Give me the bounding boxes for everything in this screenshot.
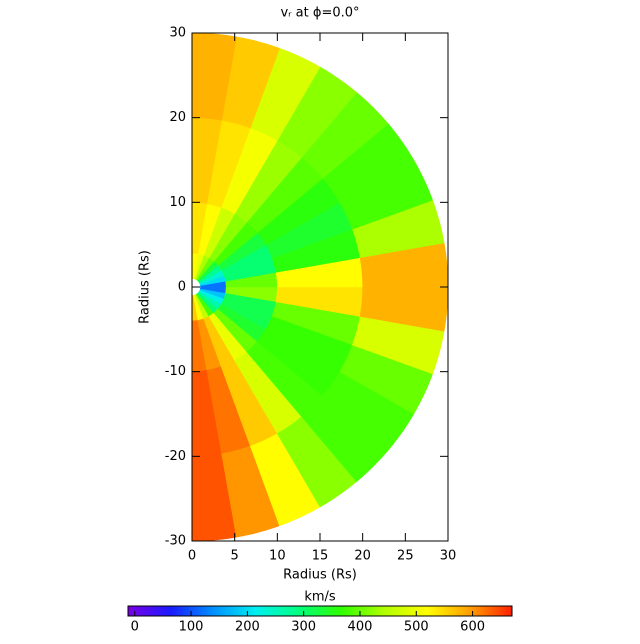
colorbar xyxy=(127,605,513,617)
colorbar-tick-label: 0 xyxy=(131,620,139,635)
x-tick-label: 20 xyxy=(354,549,371,564)
y-tick-label: -30 xyxy=(165,534,186,549)
colorbar-title: km/s xyxy=(304,590,336,605)
y-axis-label: Radius (Rs) xyxy=(138,250,153,324)
y-tick-label: 20 xyxy=(169,110,186,125)
y-tick-label: -10 xyxy=(165,364,186,379)
colorbar-tick-label: 400 xyxy=(348,620,373,635)
colorbar-tick-label: 300 xyxy=(291,620,316,635)
x-tick-label: 15 xyxy=(312,549,329,564)
chart-title: vᵣ at ϕ=0.0° xyxy=(280,6,359,21)
x-axis-label: Radius (Rs) xyxy=(283,568,357,583)
colorbar-tick-label: 600 xyxy=(460,620,485,635)
colorbar-tick-label: 200 xyxy=(235,620,260,635)
x-tick-label: 10 xyxy=(269,549,286,564)
y-tick-label: 10 xyxy=(169,195,186,210)
heatmap xyxy=(191,32,449,542)
x-tick-label: 25 xyxy=(397,549,414,564)
x-tick-label: 0 xyxy=(188,549,196,564)
x-tick-label: 30 xyxy=(440,549,457,564)
colorbar-tick-label: 500 xyxy=(404,620,429,635)
y-tick-label: -20 xyxy=(165,449,186,464)
colorbar-tick-label: 100 xyxy=(179,620,204,635)
y-tick-label: 30 xyxy=(169,26,186,41)
x-tick-label: 5 xyxy=(231,549,239,564)
y-tick-label: 0 xyxy=(178,280,186,295)
